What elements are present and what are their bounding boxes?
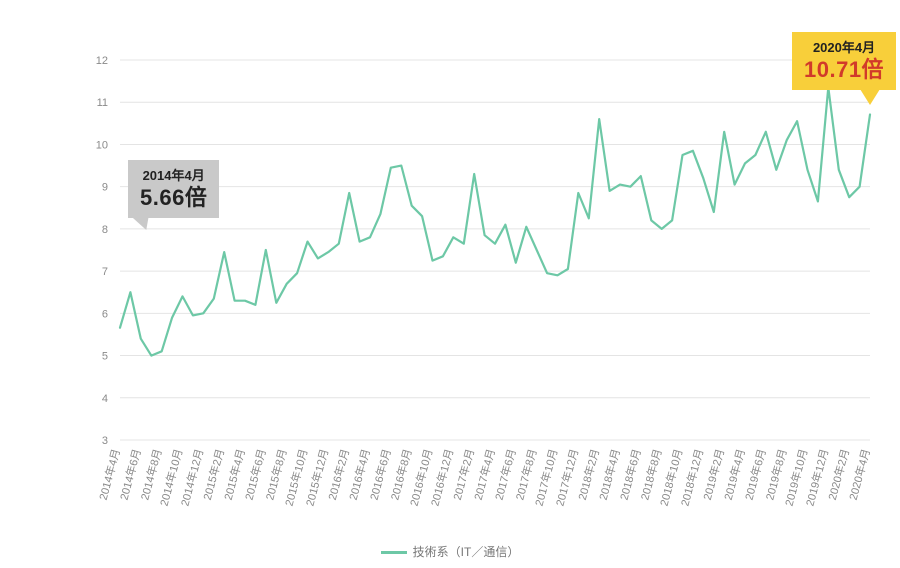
- svg-text:5: 5: [102, 351, 108, 363]
- svg-text:3: 3: [102, 435, 108, 447]
- svg-text:10: 10: [96, 139, 108, 151]
- legend: 技術系（IT／通信）: [0, 543, 900, 560]
- svg-text:4: 4: [102, 393, 108, 405]
- callout-start-date: 2014年4月: [140, 168, 207, 184]
- svg-text:11: 11: [97, 97, 108, 109]
- callout-start-value: 5.66倍: [140, 184, 207, 212]
- chart-container: 34567891011122014年4月2014年6月2014年8月2014年1…: [0, 0, 900, 568]
- svg-text:8: 8: [102, 224, 108, 236]
- callout-start: 2014年4月 5.66倍: [128, 160, 219, 218]
- line-chart: 34567891011122014年4月2014年6月2014年8月2014年1…: [0, 0, 900, 568]
- legend-label: 技術系（IT／通信）: [413, 545, 520, 559]
- callout-end-tail: [860, 89, 880, 105]
- callout-end-value: 10.71倍: [804, 56, 884, 84]
- svg-text:9: 9: [102, 182, 108, 194]
- svg-text:12: 12: [96, 55, 108, 67]
- callout-end-date: 2020年4月: [804, 40, 884, 56]
- callout-end: 2020年4月 10.71倍: [792, 32, 896, 90]
- svg-text:6: 6: [102, 308, 108, 320]
- svg-text:7: 7: [102, 266, 108, 278]
- legend-swatch: [381, 551, 407, 554]
